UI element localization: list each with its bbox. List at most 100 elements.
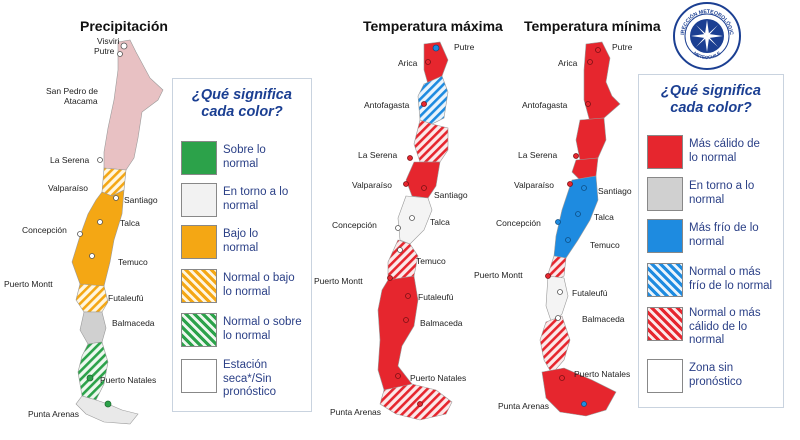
city-label: Arica (558, 58, 578, 68)
city-label: Punta Arenas (28, 409, 80, 419)
city-label: San Pedro de (46, 86, 98, 96)
title-temp-min: Temperatura mínima (524, 18, 661, 34)
legend-swatch-red (647, 135, 683, 169)
city-label: Antofagasta (522, 100, 568, 110)
tmin-map (539, 41, 621, 417)
legend-label: Sobre lo (223, 144, 266, 156)
legend-item-normal-or-below: Normal o bajo lo normal (181, 269, 305, 305)
legend-label: Normal o más (689, 307, 761, 319)
legend-label: Normal o más (689, 266, 761, 278)
tmax-station-balmaceda (403, 317, 409, 323)
legend-swatch-orange-hatch (181, 269, 217, 303)
legend-swatch-blue-hatch (647, 263, 683, 297)
tmin-station-arica (587, 59, 593, 65)
legend-label: normal (223, 157, 259, 170)
city-label: Temuco (118, 257, 148, 267)
tmin-station-natales (559, 375, 565, 381)
city-label: Valparaíso (514, 180, 555, 190)
tmax-station-natales (395, 373, 401, 379)
tmin-station-temuco (565, 237, 571, 243)
precip-station-concepcion (77, 231, 83, 237)
city-label: Balmaceda (112, 318, 155, 328)
legend-question-line1: ¿Qué significa (661, 83, 761, 99)
tmin-region-lakes (545, 275, 569, 325)
precip-station-temuco (89, 253, 95, 259)
title-temp-max: Temperatura máxima (363, 18, 503, 34)
legend-item-normal-or-colder: Normal o más frío de lo normal (647, 263, 777, 299)
tmax-map (377, 41, 453, 421)
precip-region-central (71, 189, 125, 291)
legend-item-around-normal: En torno a lo normal (647, 177, 777, 213)
tmax-station-arica (425, 59, 431, 65)
svg-text:METEOCHILE: METEOCHILE (692, 51, 721, 60)
city-label: La Serena (358, 150, 398, 160)
city-label: Puerto Natales (574, 369, 631, 379)
tmin-region-aysen (539, 315, 571, 375)
precip-map (71, 39, 164, 425)
city-label: Valparaíso (48, 183, 89, 193)
legend-question-line2: cada color? (201, 104, 283, 120)
legend-item-warmer: Más cálido de lo normal (647, 135, 777, 171)
city-label: Puerto Montt (4, 279, 53, 289)
city-label: Puerto Montt (474, 270, 523, 280)
tmax-station-temuco (397, 247, 403, 253)
logo-sub: METEOCHILE (692, 51, 721, 60)
legend-swatch-white (181, 183, 217, 217)
legend-swatch-orange (181, 225, 217, 259)
tmax-station-arenas (417, 401, 423, 407)
city-label: Concepción (332, 220, 377, 230)
legend-label: En torno a lo (689, 180, 755, 192)
legend-swatch-gray (647, 177, 683, 211)
tmin-station-santiago (581, 185, 587, 191)
city-label: Futaleufú (108, 293, 144, 303)
legend-label: normal (223, 199, 259, 212)
precip-station-natales (86, 374, 94, 382)
tmin-station-talca (575, 211, 581, 217)
legend-item-colder: Más frío de lo normal (647, 219, 777, 255)
city-label: Temuco (590, 240, 620, 250)
city-label: Putre (454, 42, 475, 52)
legend-label: En torno a lo (223, 186, 289, 198)
city-label: Balmaceda (420, 318, 463, 328)
legend-label: seca*/Sin (223, 372, 272, 385)
legend-label: pronóstico (223, 386, 277, 398)
legend-label: normal (223, 241, 259, 254)
precip-region-magallanes (75, 395, 139, 425)
city-label: Temuco (416, 256, 446, 266)
legend-label: Zona sin (689, 362, 734, 374)
tmin-station-puertomontt (545, 273, 551, 279)
city-label: Puerto Natales (100, 375, 157, 385)
city-label: Punta Arenas (330, 407, 382, 417)
city-label: Santiago (434, 190, 468, 200)
city-label: Santiago (124, 195, 158, 205)
precip-region-aysen (79, 311, 107, 345)
dmc-logo-icon: DIRECCIÓN METEOROLÓGICA METEOCHILE (672, 1, 741, 70)
legend-swatch-empty (647, 359, 683, 393)
legend-label: normal (689, 235, 725, 248)
city-label: Balmaceda (582, 314, 625, 324)
tmax-station-valparaiso (403, 181, 409, 187)
legend-label: pronóstico (689, 375, 743, 388)
city-label: Arica (398, 58, 418, 68)
city-label: Valparaíso (352, 180, 393, 190)
tmin-station-valparaiso (567, 181, 573, 187)
legend-item-dry-season: Estación seca*/Sin pronóstico (181, 359, 305, 398)
city-label: Puerto Montt (314, 276, 363, 286)
city-label: Talca (120, 218, 140, 228)
city-label: La Serena (50, 155, 90, 165)
tmin-station-futaleufu (557, 289, 563, 295)
precip-station-arenas (104, 400, 112, 408)
legend-swatch-empty (181, 359, 217, 393)
legend-label: Estación (223, 359, 268, 371)
tmin-station-balmaceda (555, 315, 561, 321)
tmin-station-laserena (573, 153, 579, 159)
legend-label: Más cálido de (689, 138, 760, 150)
tmax-station-santiago (421, 185, 427, 191)
legend-label: Normal o bajo (223, 272, 295, 284)
tmax-station-futaleufu (405, 293, 411, 299)
city-label: Futaleufú (572, 288, 608, 298)
legend-item-above-normal: Sobre lo normal (181, 141, 305, 177)
tmax-region-central (397, 195, 433, 245)
legend-question-line2: cada color? (670, 100, 752, 116)
city-label: La Serena (518, 150, 558, 160)
